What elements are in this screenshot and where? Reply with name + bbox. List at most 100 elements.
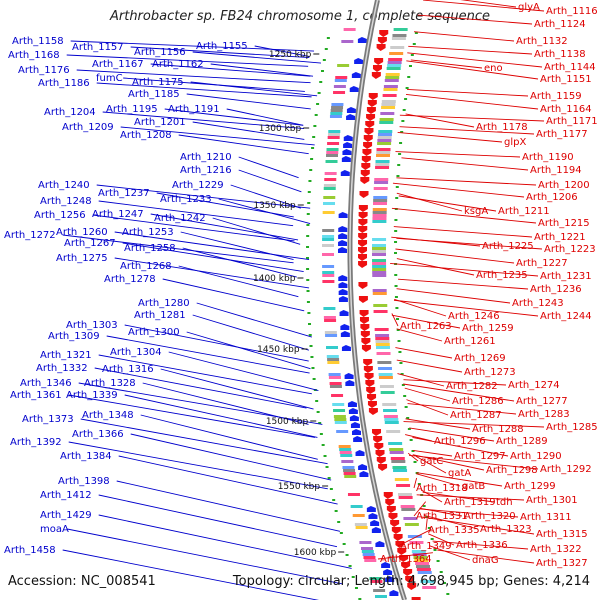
cog-block-right [375,340,390,343]
cog-block-right [377,367,392,370]
cog-block-right [376,352,391,355]
cds-mark-left [319,81,323,83]
cds-mark-left [345,554,349,556]
cog-block-right [373,310,388,313]
leader-line-left [238,156,299,179]
cds-mark-right [425,516,429,518]
gene-label-right: Arth_1244 [540,311,592,322]
leader-line-right [460,0,517,8]
leader-line-left [230,184,301,209]
gene-label-left: Arth_1398 [58,476,110,487]
leader-line-left [102,111,305,129]
gene-arrow-forward [358,296,368,303]
gene-label-right: Arth_1286 [452,396,504,407]
gene-arrow-forward [407,583,417,590]
cog-block-left [334,421,347,424]
gene-label-right: Arth_1236 [530,284,582,295]
gene-arrow-forward [386,506,396,513]
cog-block-left [328,130,341,133]
cog-block-left [331,103,344,106]
cog-block-left [324,172,337,175]
cds-mark-left [351,576,355,578]
cog-block-left [322,238,335,241]
cog-block-left [330,109,343,112]
cog-block-left [322,235,335,238]
gene-arrow-forward [385,499,395,506]
leader-line-left [186,93,311,110]
gene-label-right: Arth_1320 [464,511,516,522]
gene-arrow-forward [365,121,375,128]
gene-arrow-forward [358,247,368,254]
cog-block-right [373,187,388,190]
gene-label-left: Arth_1229 [172,180,224,191]
leader-line-left [192,121,305,140]
gene-label-right: Arth_1318 [416,483,468,494]
cog-block-left [323,184,336,187]
leader-line-right [428,533,455,546]
gene-label-right: Arth_1288 [472,424,524,435]
cds-mark-right [409,439,413,441]
cds-mark-left [306,224,310,226]
cog-block-right [379,121,394,124]
gene-label-right: Arth_1296 [434,436,486,447]
cds-mark-left [317,92,321,94]
cds-mark-right [433,549,437,551]
cog-block-right [401,508,416,511]
cog-block-right [397,493,412,496]
cds-mark-right [402,109,406,111]
cds-mark-right [397,164,401,166]
gene-label-right: Arth_1206 [526,192,578,203]
cog-block-right [378,376,393,379]
gene-label-right: Arth_1227 [516,258,568,269]
leader-line-right [408,454,539,470]
cds-mark-left [327,477,331,479]
gene-label-right: gatC [420,456,443,467]
leader-line-right [403,383,515,402]
gene-arrow-forward [401,562,411,569]
gene-arrow-forward [388,513,398,520]
gene-arrow-forward [361,345,371,352]
gene-label-left: Arth_1155 [196,41,248,52]
gene-arrow-forward [361,338,371,345]
leader-line-right [416,472,503,487]
cog-block-left [328,373,341,376]
cog-block-left [330,112,343,115]
scale-label: 1300 kbp [259,124,302,134]
cds-mark-right [401,120,405,122]
cog-block-right [386,430,401,433]
cds-mark-left [314,114,318,116]
cog-block-right [413,556,428,559]
gene-arrow-reverse [341,345,351,351]
leader-line-left [114,257,310,289]
gene-label-right: eno [484,63,503,74]
leader-line-left [114,231,310,260]
gene-label-right: Arth_1151 [540,74,592,85]
gene-label-right: Arth_1290 [510,451,562,462]
cds-mark-left [315,400,319,402]
cds-mark-left [348,565,352,567]
leader-line-right [423,0,545,12]
cog-block-left [370,580,383,583]
leader-line-right [395,248,515,264]
gene-label-left: Arth_1328 [84,378,136,389]
cds-mark-right [430,538,434,540]
leader-line-left [94,367,307,409]
gene-label-right: Arth_1282 [446,381,498,392]
gene-label-left: Arth_1278 [104,274,156,285]
cog-block-right [386,67,401,70]
cog-block-left [327,133,340,136]
leader-line-left [130,433,332,481]
gene-label-left: Arth_1158 [12,36,64,47]
gene-label-left: Arth_1458 [4,545,56,556]
gene-label-left: Arth_1280 [138,298,190,309]
gene-label-left: Arth_1156 [134,47,186,58]
cog-block-right [382,94,397,97]
leader-line-right [399,126,535,135]
cog-block-right [372,217,387,220]
gene-arrow-reverse [338,282,348,288]
cds-mark-left [318,422,322,424]
gene-label-left: Arth_1168 [8,50,60,61]
cog-block-right [380,391,395,394]
cds-mark-left [321,444,325,446]
